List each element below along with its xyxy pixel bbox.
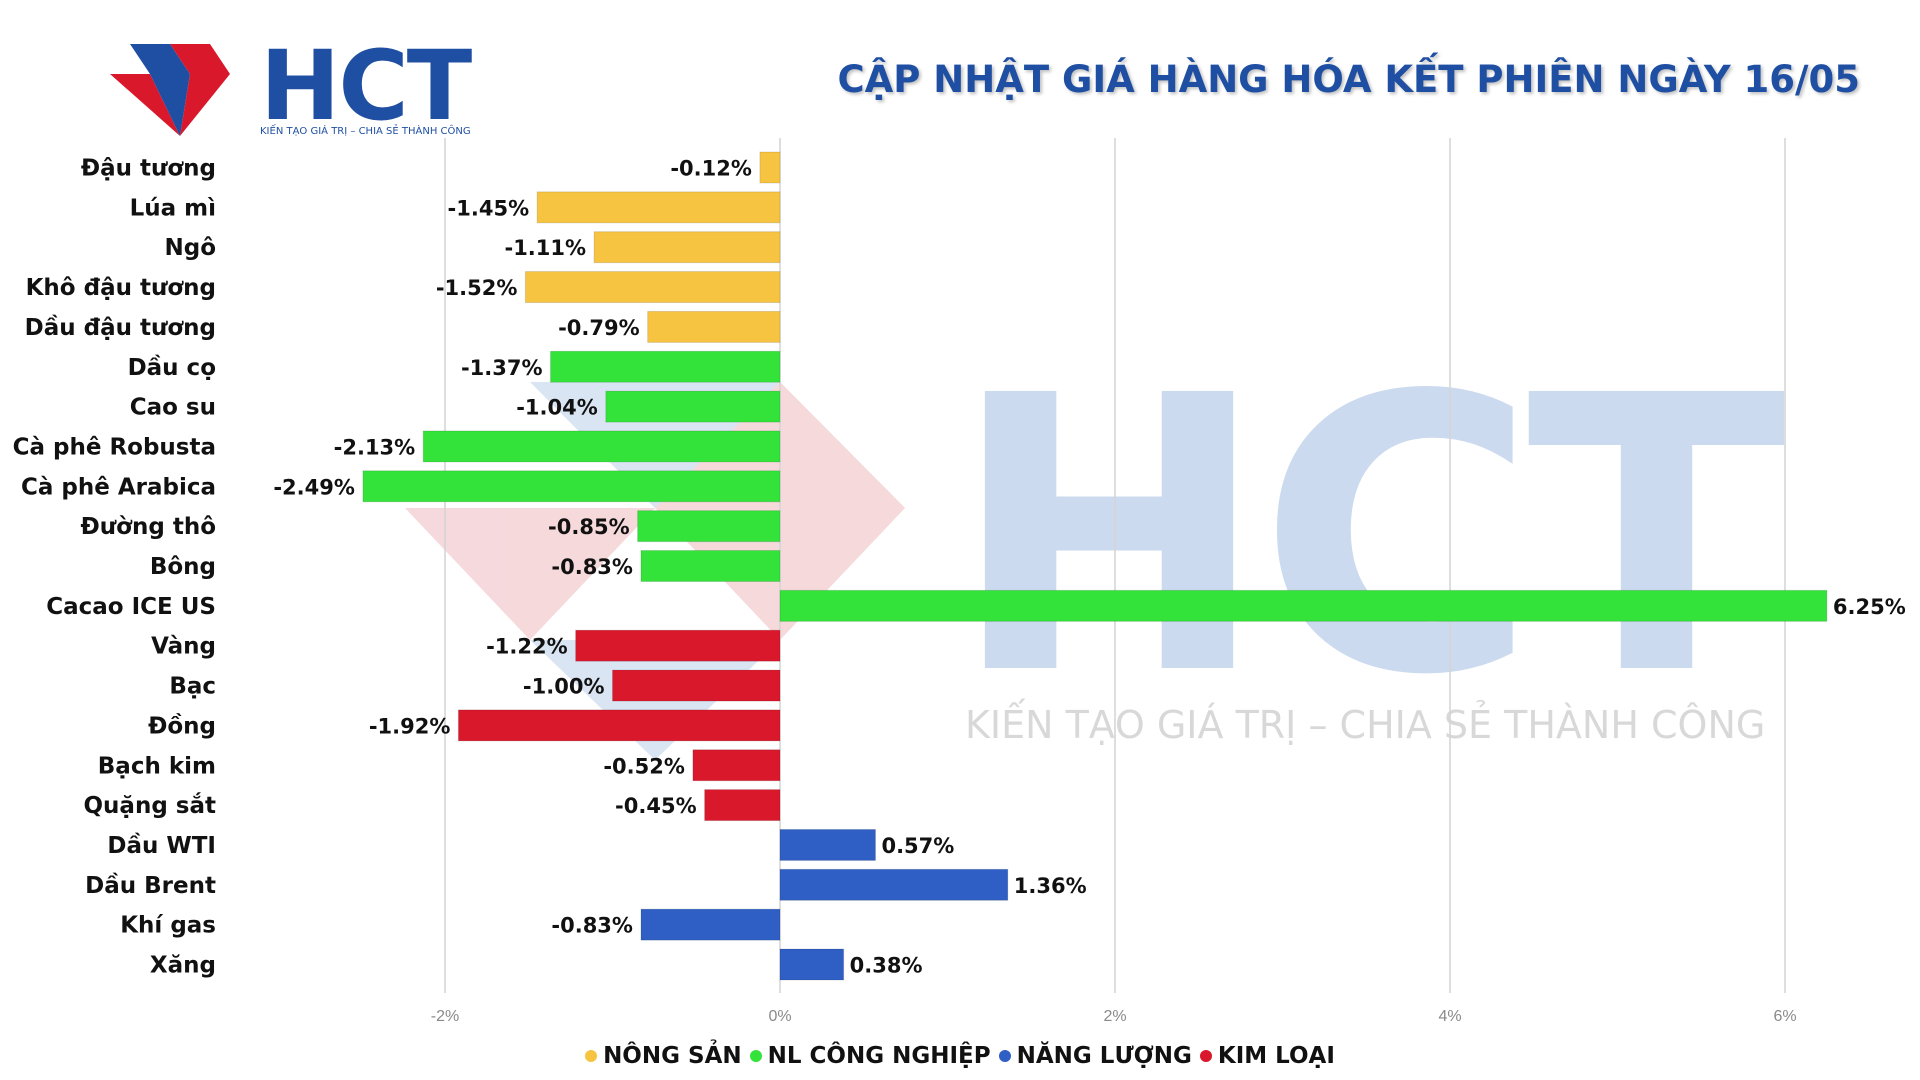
bar xyxy=(759,151,781,184)
data-label: -1.11% xyxy=(504,236,586,260)
bar xyxy=(362,470,781,503)
category-label: Bạch kim xyxy=(98,753,216,779)
bar xyxy=(422,430,781,463)
category-label: Ngô xyxy=(164,235,216,261)
x-tick-label: 0% xyxy=(768,1008,791,1025)
data-label: -1.04% xyxy=(516,396,598,420)
data-label: -1.22% xyxy=(486,635,568,659)
bar xyxy=(575,629,781,662)
category-label: Khí gas xyxy=(120,913,216,939)
chart-title: CẬP NHẬT GIÁ HÀNG HÓA KẾT PHIÊN NGÀY 16/… xyxy=(837,58,1860,101)
legend-label: NĂNG LƯỢNG xyxy=(1016,1043,1192,1069)
bar xyxy=(704,789,781,822)
data-label: -1.92% xyxy=(369,714,451,738)
category-label: Cà phê Arabica xyxy=(21,474,216,500)
category-label: Bông xyxy=(150,554,216,580)
data-label: -1.52% xyxy=(436,276,518,300)
bar xyxy=(612,669,781,702)
bar xyxy=(550,350,781,383)
bar xyxy=(647,310,781,343)
category-label: Cao su xyxy=(130,395,216,421)
bar xyxy=(637,510,781,543)
category-label: Xăng xyxy=(150,953,216,979)
bar xyxy=(605,390,781,423)
watermark-tagline: KIẾN TẠO GIÁ TRỊ – CHIA SẺ THÀNH CÔNG xyxy=(965,699,1765,747)
bar xyxy=(536,191,781,224)
legend-item: NĂNG LƯỢNG xyxy=(998,1043,1192,1069)
x-tick-label: 2% xyxy=(1103,1008,1126,1025)
watermark-diamond-red xyxy=(405,508,655,640)
data-label: -2.49% xyxy=(273,475,355,499)
bar xyxy=(593,231,781,264)
legend-label: NL CÔNG NGHIỆP xyxy=(767,1043,991,1069)
bar xyxy=(457,709,781,742)
bar xyxy=(779,828,876,861)
data-label: -1.37% xyxy=(461,356,543,380)
legend-label: NÔNG SẢN xyxy=(603,1043,742,1069)
legend-dot-icon xyxy=(998,1050,1011,1062)
bar xyxy=(779,948,845,981)
legend-dot-icon xyxy=(749,1050,762,1062)
data-label: 6.25% xyxy=(1833,595,1906,619)
category-label: Dầu cọ xyxy=(128,354,216,381)
data-label: 0.57% xyxy=(881,834,954,858)
bar xyxy=(640,550,781,582)
category-label: Cacao ICE US xyxy=(46,594,216,620)
category-label: Lúa mì xyxy=(130,195,216,221)
x-tick-label: 6% xyxy=(1773,1008,1796,1025)
category-label: Khô đậu tương xyxy=(26,275,216,301)
category-label: Đường thô xyxy=(81,514,216,540)
legend-item: NÔNG SẢN xyxy=(585,1043,742,1069)
data-label: -0.52% xyxy=(603,754,685,778)
data-label: -0.83% xyxy=(551,555,633,579)
data-label: -2.13% xyxy=(334,435,416,459)
logo-tagline: KIẾN TẠO GIÁ TRỊ – CHIA SẺ THÀNH CÔNG xyxy=(260,126,471,137)
legend-dot-icon xyxy=(1199,1050,1212,1062)
category-label: Đậu tương xyxy=(81,156,216,182)
x-tick-label: -2% xyxy=(431,1008,459,1025)
category-label: Dầu WTI xyxy=(107,832,216,859)
data-label: -1.45% xyxy=(448,196,530,220)
data-label: -1.00% xyxy=(523,675,605,699)
legend-label: KIM LOẠI xyxy=(1217,1043,1335,1069)
data-label: -0.83% xyxy=(551,914,633,938)
logo-diamond-icon xyxy=(110,44,230,136)
data-label: 1.36% xyxy=(1014,874,1087,898)
data-label: -0.45% xyxy=(615,794,697,818)
bar xyxy=(779,589,1828,622)
legend-item: KIM LOẠI xyxy=(1199,1043,1335,1069)
category-label: Dầu đậu tương xyxy=(25,314,216,341)
bar xyxy=(640,908,781,941)
logo: HCT KIẾN TẠO GIÁ TRỊ – CHIA SẺ THÀNH CÔN… xyxy=(110,30,472,146)
legend-item: NL CÔNG NGHIỆP xyxy=(749,1043,991,1069)
category-label: Dầu Brent xyxy=(85,872,216,899)
bar xyxy=(692,749,781,782)
data-label: -0.79% xyxy=(558,316,640,340)
category-label: Cà phê Robusta xyxy=(13,434,216,460)
category-label: Quặng sắt xyxy=(84,792,217,819)
watermark-text: HCT xyxy=(950,315,1788,758)
bar xyxy=(779,868,1009,901)
legend: NÔNG SẢN NL CÔNG NGHIỆP NĂNG LƯỢNG KIM LOẠI xyxy=(0,1042,1920,1069)
category-label: Bạc xyxy=(169,674,216,700)
bar xyxy=(524,271,781,304)
data-label: 0.38% xyxy=(850,954,923,978)
category-label: Vàng xyxy=(151,634,216,660)
data-label: -0.85% xyxy=(548,515,630,539)
x-tick-label: 4% xyxy=(1438,1008,1461,1025)
logo-text: HCT xyxy=(260,30,472,142)
category-label: Đồng xyxy=(148,712,216,739)
legend-dot-icon xyxy=(585,1050,598,1062)
data-label: -0.12% xyxy=(670,157,752,181)
